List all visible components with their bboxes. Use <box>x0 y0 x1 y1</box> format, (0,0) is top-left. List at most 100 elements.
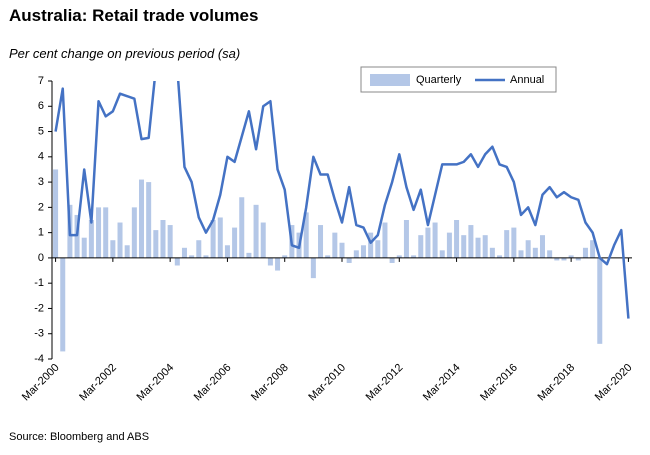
quarterly-bar <box>232 227 238 258</box>
y-tick-label: 1 <box>38 227 44 239</box>
quarterly-bar <box>224 245 230 258</box>
legend-annual-label: Annual <box>510 74 544 86</box>
quarterly-bar <box>275 257 281 271</box>
quarterly-bar <box>518 250 524 258</box>
quarterly-bar <box>389 257 395 263</box>
x-tick-label: Mar-2002 <box>77 362 119 404</box>
quarterly-bar <box>418 235 424 258</box>
quarterly-bar <box>117 222 123 258</box>
x-tick-label: Mar-2010 <box>306 362 348 404</box>
quarterly-bar <box>103 207 109 258</box>
x-tick-label: Mar-2016 <box>478 362 520 404</box>
legend-quarterly-label: Quarterly <box>416 74 462 86</box>
quarterly-bars <box>53 169 603 352</box>
y-tick-label: 2 <box>38 201 44 213</box>
quarterly-bar <box>446 232 452 258</box>
quarterly-bar <box>590 240 596 258</box>
quarterly-bar <box>489 247 495 258</box>
quarterly-bar <box>511 227 517 258</box>
quarterly-bar <box>325 255 331 258</box>
x-tick-label: Mar-2020 <box>593 362 635 404</box>
quarterly-bar <box>547 250 553 258</box>
annual-line <box>54 81 630 319</box>
x-tick-label: Mar-2018 <box>535 362 577 404</box>
quarterly-bar <box>181 247 187 258</box>
x-tick-label: Mar-2014 <box>421 362 463 404</box>
quarterly-bar <box>432 222 438 258</box>
quarterly-bar <box>239 197 245 258</box>
quarterly-bar <box>267 257 273 266</box>
y-tick-label: 3 <box>38 176 44 188</box>
x-tick-label: Mar-2004 <box>134 362 176 404</box>
quarterly-bar <box>454 220 460 258</box>
quarterly-bar <box>310 257 316 279</box>
quarterly-bar <box>346 257 352 263</box>
quarterly-bar <box>482 235 488 258</box>
quarterly-bar <box>96 207 102 258</box>
quarterly-bar <box>174 257 180 266</box>
x-tick-label: Mar-2000 <box>20 362 62 404</box>
x-tick-label: Mar-2006 <box>192 362 234 404</box>
quarterly-bar <box>196 240 202 258</box>
y-tick-label: -2 <box>34 302 44 314</box>
x-tick-label: Mar-2012 <box>364 362 406 404</box>
y-tick-label: 7 <box>38 75 44 87</box>
quarterly-bar <box>375 240 381 258</box>
quarterly-bar <box>425 227 431 258</box>
quarterly-bar <box>368 232 374 258</box>
quarterly-bar <box>88 220 94 258</box>
quarterly-bar <box>131 207 137 258</box>
y-tick-label: -1 <box>34 277 44 289</box>
quarterly-bar <box>475 237 481 258</box>
quarterly-bar <box>504 230 510 258</box>
quarterly-bar <box>575 257 581 261</box>
quarterly-bar <box>246 252 252 258</box>
y-axis-ticks: -4 -3 -2 -1 0 1 2 3 4 5 6 7 <box>34 75 52 365</box>
quarterly-bar <box>139 179 145 258</box>
source-note: Source: Bloomberg and ABS <box>9 431 150 443</box>
quarterly-bar <box>360 245 366 258</box>
quarterly-bar <box>597 257 603 344</box>
quarterly-bar <box>282 255 288 258</box>
quarterly-bar <box>81 237 87 258</box>
quarterly-bar <box>124 245 130 258</box>
quarterly-bar <box>332 232 338 258</box>
quarterly-bar <box>461 235 467 258</box>
legend-quarterly-swatch <box>370 74 410 86</box>
y-tick-label: 5 <box>38 125 44 137</box>
quarterly-bar <box>160 220 166 258</box>
y-tick-label: 6 <box>38 100 44 112</box>
quarterly-bar <box>260 222 266 258</box>
quarterly-bar <box>439 250 445 258</box>
quarterly-bar <box>74 214 80 258</box>
y-tick-label: 0 <box>38 252 44 264</box>
quarterly-bar <box>411 255 417 258</box>
y-tick-label: -3 <box>34 328 44 340</box>
quarterly-bar <box>217 217 223 258</box>
quarterly-bar <box>53 169 59 258</box>
quarterly-bar <box>353 250 359 258</box>
chart-subtitle: Per cent change on previous period (sa) <box>9 46 241 61</box>
quarterly-bar <box>318 225 324 258</box>
x-tick-label: Mar-2008 <box>249 362 291 404</box>
quarterly-bar <box>582 247 588 258</box>
quarterly-bar <box>110 240 116 258</box>
quarterly-bar <box>468 225 474 258</box>
quarterly-bar <box>253 204 259 258</box>
y-tick-label: 4 <box>38 151 44 163</box>
quarterly-bar <box>539 235 545 258</box>
quarterly-bar <box>532 247 538 258</box>
quarterly-bar <box>561 257 567 261</box>
quarterly-bar <box>210 220 216 258</box>
quarterly-bar <box>403 220 409 258</box>
quarterly-bar <box>189 255 195 258</box>
x-axis-ticks: Mar-2000 Mar-2002 Mar-2004 Mar-2006 Mar-2008… <box>20 257 635 404</box>
chart-title: Australia: Retail trade volumes <box>9 6 259 25</box>
quarterly-bar <box>568 255 574 258</box>
quarterly-bar <box>339 242 345 258</box>
quarterly-bar <box>60 257 66 352</box>
quarterly-bar <box>203 255 209 258</box>
quarterly-bar <box>497 255 503 258</box>
quarterly-bar <box>153 230 159 258</box>
